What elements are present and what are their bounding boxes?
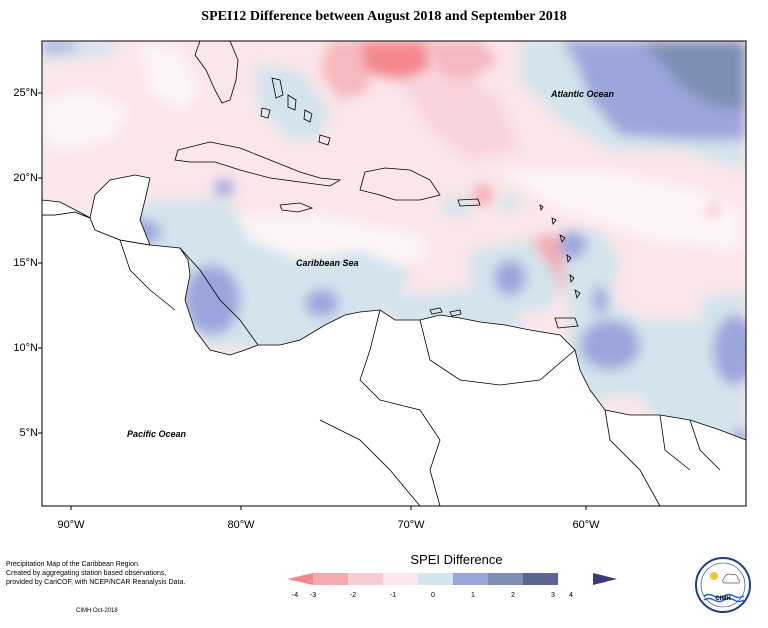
legend-tick-label: -4 (291, 592, 299, 599)
note-line-1: Precipitation Map of the Caribbean Regio… (6, 561, 140, 568)
lon-label-80w: 80°W (227, 519, 255, 531)
legend-tick-label: -1 (389, 592, 397, 599)
legend-tick-label: -2 (349, 592, 357, 599)
lon-label-70w: 70°W (397, 519, 425, 531)
note-line-3: provided by CariCOF, with NCEP/NCAR Rean… (6, 579, 186, 586)
lat-label-25n: 25°N (13, 87, 38, 99)
credit-line: CIMH Oct-2018 (76, 608, 118, 614)
lat-label-15n: 15°N (13, 257, 38, 269)
cimh-logo (695, 557, 751, 613)
legend-swatch (488, 573, 523, 585)
legend-tick-label: 0 (431, 592, 435, 599)
legend-swatch (383, 573, 418, 585)
lat-label-5n: 5°N (19, 427, 38, 439)
spei-field (42, 41, 746, 506)
legend-swatch (418, 573, 453, 585)
map-border (41, 40, 747, 507)
legend-title: SPEI Difference (410, 552, 503, 567)
map-title: SPEI12 Difference between August 2018 an… (201, 9, 567, 24)
place-label-caribbean: Caribbean Sea (296, 258, 359, 268)
lat-label-10n: 10°N (13, 342, 38, 354)
legend-swatch (287, 573, 313, 585)
legend-tick-label: -3 (309, 592, 317, 599)
place-label-atlantic: Atlantic Ocean (551, 89, 615, 99)
legend-swatch (313, 573, 348, 585)
lon-label-60w: 60°W (572, 519, 600, 531)
legend-tick-label: 4 (569, 592, 573, 599)
lat-label-20n: 20°N (13, 172, 38, 184)
legend-tick-label: 1 (471, 592, 475, 599)
legend-swatch (348, 573, 383, 585)
legend-colorbar (287, 573, 617, 585)
land-outlines (42, 41, 746, 506)
legend-swatch (453, 573, 488, 585)
note-line-2: Created by aggregating station based obs… (6, 570, 167, 577)
legend-tick-label: 2 (511, 592, 515, 599)
legend-swatch (593, 573, 617, 585)
axis-ticks (38, 92, 587, 510)
legend-swatch (523, 573, 558, 585)
logo-label: CIMH (715, 596, 731, 602)
lon-label-90w: 90°W (57, 519, 85, 531)
place-label-pacific: Pacific Ocean (127, 429, 187, 439)
legend-tick-label: 3 (551, 592, 555, 599)
